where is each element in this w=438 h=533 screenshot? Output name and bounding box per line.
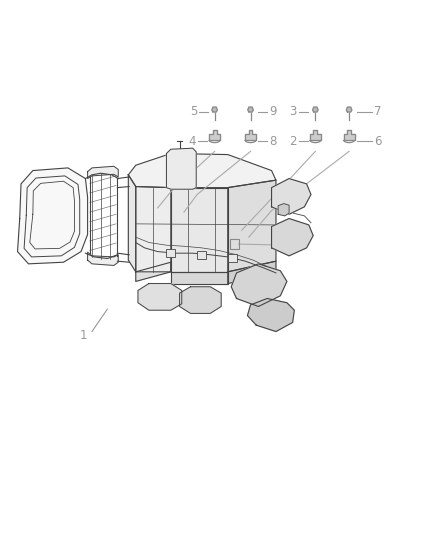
Bar [166, 249, 175, 257]
Polygon shape [231, 264, 287, 306]
Polygon shape [209, 130, 220, 140]
Polygon shape [272, 179, 311, 214]
Polygon shape [212, 107, 217, 112]
Polygon shape [180, 287, 221, 313]
Polygon shape [171, 272, 228, 284]
Bar [197, 251, 206, 259]
Bar [230, 239, 239, 249]
Polygon shape [138, 284, 182, 310]
Polygon shape [88, 166, 118, 179]
Text: 5: 5 [190, 106, 197, 118]
Polygon shape [313, 107, 318, 112]
Polygon shape [248, 107, 253, 112]
Text: 9: 9 [269, 106, 277, 118]
Polygon shape [272, 219, 313, 256]
Text: 2: 2 [289, 135, 297, 148]
Text: 8: 8 [269, 135, 277, 148]
Polygon shape [136, 262, 171, 281]
Polygon shape [18, 168, 88, 264]
Polygon shape [310, 130, 321, 140]
Polygon shape [88, 252, 118, 265]
Polygon shape [128, 154, 276, 188]
Text: 6: 6 [374, 135, 382, 148]
Text: 3: 3 [289, 106, 297, 118]
Text: 7: 7 [374, 106, 382, 118]
Polygon shape [278, 204, 289, 216]
Polygon shape [228, 180, 276, 272]
Polygon shape [136, 187, 171, 272]
Polygon shape [245, 130, 256, 140]
Polygon shape [247, 298, 294, 332]
Polygon shape [171, 188, 228, 272]
Polygon shape [228, 261, 276, 284]
Polygon shape [343, 130, 355, 140]
Bar [228, 254, 237, 262]
Text: 1: 1 [80, 329, 88, 342]
Polygon shape [346, 107, 352, 112]
Polygon shape [128, 175, 136, 272]
Polygon shape [166, 148, 196, 189]
Text: 4: 4 [188, 135, 196, 148]
